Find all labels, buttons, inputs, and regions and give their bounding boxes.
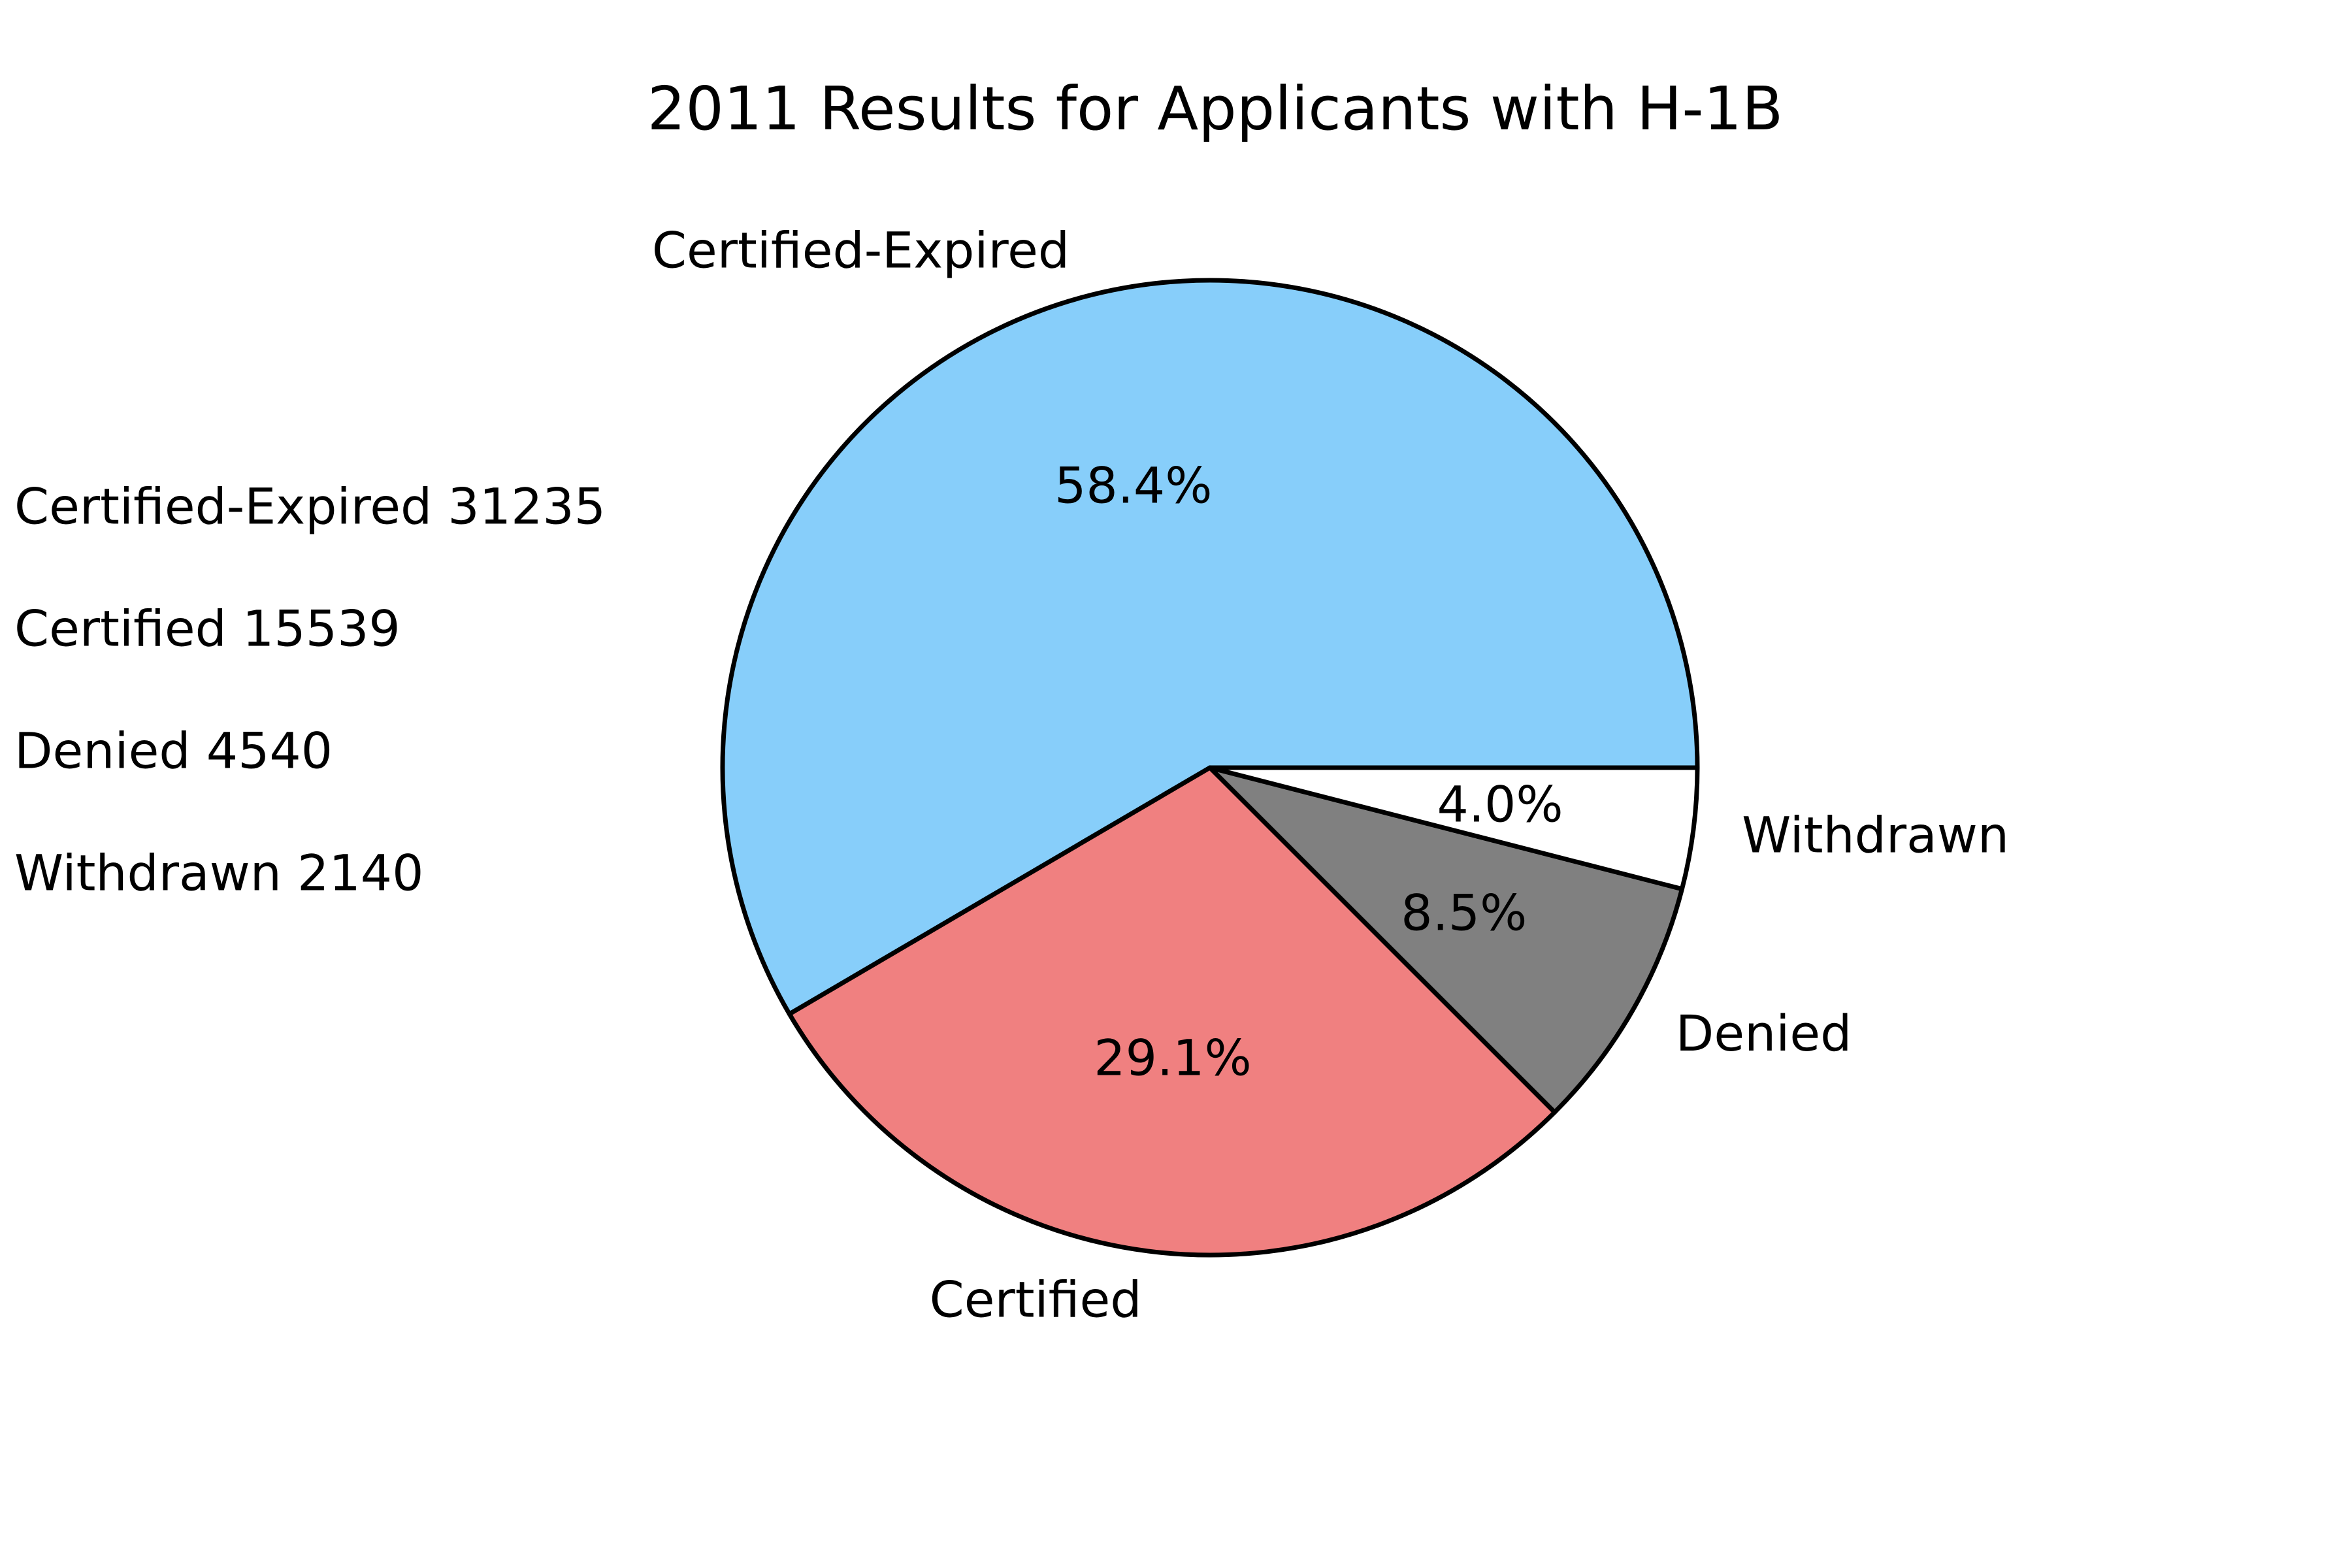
pie-slices xyxy=(720,278,1700,1258)
slice-label: Certified xyxy=(930,1270,1142,1328)
slice-label: Denied xyxy=(1676,1004,1852,1062)
pie-slice-certified xyxy=(787,765,1558,1258)
pie-slice-withdrawn xyxy=(1207,765,1700,892)
pie-slice-denied xyxy=(1207,765,1685,1115)
slice-label: Withdrawn xyxy=(1742,806,2009,864)
slice-percent-label: 29.1% xyxy=(1094,1028,1251,1086)
side-note-item: Denied 4540 xyxy=(14,722,333,780)
slice-percent-label: 8.5% xyxy=(1401,883,1527,941)
slice-percent-label: 4.0% xyxy=(1437,776,1563,834)
slice-label: Certified-Expired xyxy=(652,221,1070,280)
slice-percent-label: 58.4% xyxy=(1054,457,1212,515)
side-notes: Certified-Expired 31235 Certified 15539 De… xyxy=(14,478,606,902)
side-note-item: Certified-Expired 31235 xyxy=(14,478,606,536)
chart-title: 2011 Results for Applicants with H-1B xyxy=(647,74,1783,144)
pie-slice-certified-expired xyxy=(720,278,1700,1017)
side-note-item: Withdrawn 2140 xyxy=(14,844,424,902)
pie-labels: Certified-Expired 58.4% Certified 29.1% Deni… xyxy=(652,221,2009,1329)
side-note-item: Certified 15539 xyxy=(14,600,400,658)
